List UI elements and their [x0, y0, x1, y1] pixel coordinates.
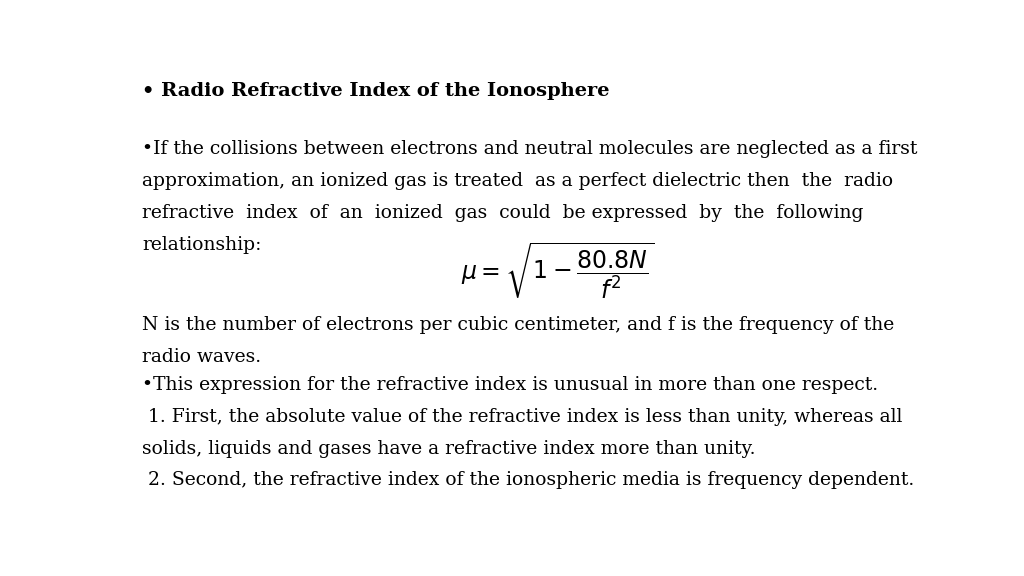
Text: radio waves.: radio waves. — [142, 348, 261, 366]
Text: N is the number of electrons per cubic centimeter, and f is the frequency of the: N is the number of electrons per cubic c… — [142, 316, 895, 334]
Text: 2. Second, the refractive index of the ionospheric media is frequency dependent.: 2. Second, the refractive index of the i… — [142, 471, 914, 488]
Text: 1. First, the absolute value of the refractive index is less than unity, whereas: 1. First, the absolute value of the refr… — [142, 408, 903, 426]
Text: solids, liquids and gases have a refractive index more than unity.: solids, liquids and gases have a refract… — [142, 440, 756, 458]
Text: • Radio Refractive Index of the Ionosphere: • Radio Refractive Index of the Ionosphe… — [142, 82, 609, 100]
Text: approximation, an ionized gas is treated  as a perfect dielectric then  the  rad: approximation, an ionized gas is treated… — [142, 172, 893, 190]
Text: •This expression for the refractive index is unusual in more than one respect.: •This expression for the refractive inde… — [142, 376, 879, 395]
Text: refractive  index  of  an  ionized  gas  could  be expressed  by  the  following: refractive index of an ionized gas could… — [142, 204, 863, 222]
Text: relationship:: relationship: — [142, 236, 262, 254]
Text: •If the collisions between electrons and neutral molecules are neglected as a fi: •If the collisions between electrons and… — [142, 140, 918, 158]
Text: $\mu = \sqrt{1 - \dfrac{80.8N}{f^2}}$: $\mu = \sqrt{1 - \dfrac{80.8N}{f^2}}$ — [461, 240, 654, 301]
